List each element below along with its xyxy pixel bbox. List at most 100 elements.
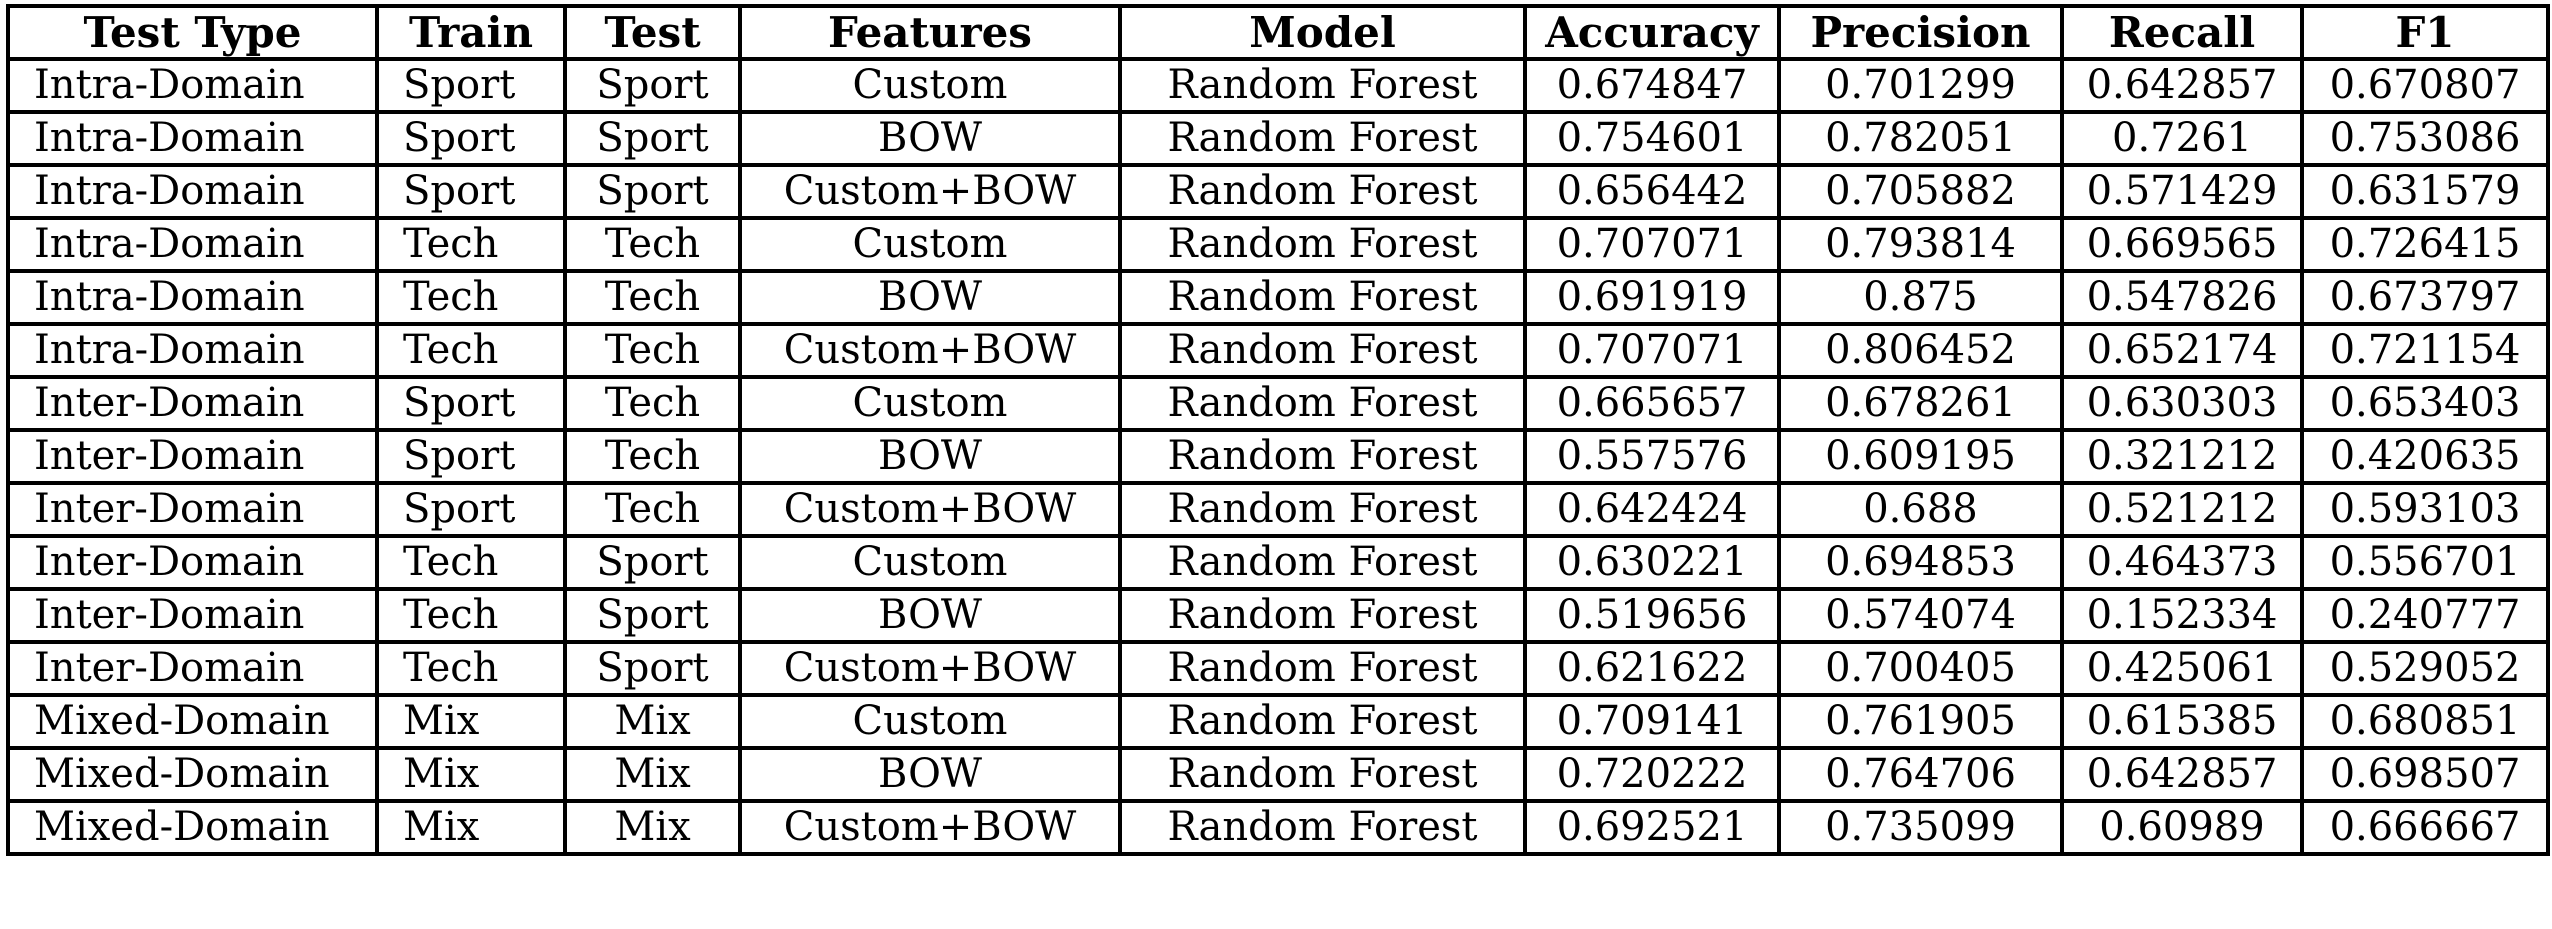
cell-recall: 0.152334	[2060, 587, 2304, 644]
cell-features: Custom+BOW	[738, 322, 1122, 379]
cell-f1: 0.753086	[2300, 110, 2550, 167]
cell-recall: 0.571429	[2060, 163, 2304, 220]
cell-test: Tech	[563, 428, 742, 485]
cell-recall: 0.642857	[2060, 746, 2304, 803]
cell-model: Random Forest	[1118, 163, 1527, 220]
cell-precision: 0.875	[1777, 269, 2064, 326]
header-accuracy: Accuracy	[1523, 4, 1781, 61]
cell-test: Mix	[563, 799, 742, 856]
cell-precision: 0.761905	[1777, 693, 2064, 750]
cell-test: Mix	[563, 746, 742, 803]
cell-accuracy: 0.754601	[1523, 110, 1781, 167]
cell-recall: 0.521212	[2060, 481, 2304, 538]
cell-f1: 0.240777	[2300, 587, 2550, 644]
cell-accuracy: 0.674847	[1523, 57, 1781, 114]
table-row: Mixed-Domain Mix Mix Custom+BOW Random Fores…	[6, 799, 2550, 856]
cell-recall: 0.321212	[2060, 428, 2304, 485]
cell-model: Random Forest	[1118, 746, 1527, 803]
table-row: Intra-Domain Sport Sport Custom Random Fores…	[6, 57, 2550, 114]
cell-accuracy: 0.642424	[1523, 481, 1781, 538]
results-table: Test Type Train Test Features Model Accu…	[6, 4, 2550, 856]
cell-features: Custom+BOW	[738, 163, 1122, 220]
cell-train: Tech	[375, 322, 567, 379]
cell-model: Random Forest	[1118, 587, 1527, 644]
cell-recall: 0.425061	[2060, 640, 2304, 697]
cell-features: BOW	[738, 110, 1122, 167]
cell-test-type: Intra-Domain	[6, 163, 379, 220]
cell-features: Custom	[738, 375, 1122, 432]
cell-model: Random Forest	[1118, 428, 1527, 485]
table-row: Inter-Domain Tech Sport Custom Random Forest…	[6, 534, 2550, 591]
cell-accuracy: 0.656442	[1523, 163, 1781, 220]
header-test-type: Test Type	[6, 4, 379, 61]
header-test: Test	[563, 4, 742, 61]
cell-features: Custom	[738, 216, 1122, 273]
table-row: Inter-Domain Tech Sport BOW Random Forest 0.5…	[6, 587, 2550, 644]
cell-test-type: Inter-Domain	[6, 534, 379, 591]
cell-recall: 0.7261	[2060, 110, 2304, 167]
cell-test: Sport	[563, 534, 742, 591]
cell-train: Sport	[375, 428, 567, 485]
cell-precision: 0.793814	[1777, 216, 2064, 273]
cell-recall: 0.630303	[2060, 375, 2304, 432]
cell-test-type: Intra-Domain	[6, 57, 379, 114]
header-features: Features	[738, 4, 1122, 61]
table-row: Intra-Domain Sport Sport Custom+BOW Random F…	[6, 163, 2550, 220]
cell-recall: 0.615385	[2060, 693, 2304, 750]
cell-model: Random Forest	[1118, 693, 1527, 750]
cell-accuracy: 0.519656	[1523, 587, 1781, 644]
table-body: Intra-Domain Sport Sport Custom Random Fores…	[6, 57, 2550, 856]
table-row: Inter-Domain Sport Tech Custom Random Forest…	[6, 375, 2550, 432]
cell-recall: 0.547826	[2060, 269, 2304, 326]
cell-train: Sport	[375, 375, 567, 432]
cell-accuracy: 0.691919	[1523, 269, 1781, 326]
cell-recall: 0.669565	[2060, 216, 2304, 273]
cell-accuracy: 0.707071	[1523, 216, 1781, 273]
cell-precision: 0.688	[1777, 481, 2064, 538]
cell-test: Sport	[563, 163, 742, 220]
cell-test-type: Intra-Domain	[6, 110, 379, 167]
cell-train: Tech	[375, 534, 567, 591]
cell-train: Tech	[375, 216, 567, 273]
cell-model: Random Forest	[1118, 799, 1527, 856]
table-row: Mixed-Domain Mix Mix BOW Random Forest 0.7202…	[6, 746, 2550, 803]
cell-test-type: Inter-Domain	[6, 428, 379, 485]
cell-model: Random Forest	[1118, 375, 1527, 432]
cell-test-type: Intra-Domain	[6, 322, 379, 379]
cell-precision: 0.735099	[1777, 799, 2064, 856]
table-row: Intra-Domain Tech Tech Custom Random Forest 0…	[6, 216, 2550, 273]
cell-features: BOW	[738, 269, 1122, 326]
cell-train: Tech	[375, 269, 567, 326]
table-row: Intra-Domain Sport Sport BOW Random Forest 0.…	[6, 110, 2550, 167]
cell-precision: 0.678261	[1777, 375, 2064, 432]
cell-test-type: Inter-Domain	[6, 587, 379, 644]
cell-precision: 0.764706	[1777, 746, 2064, 803]
cell-accuracy: 0.709141	[1523, 693, 1781, 750]
cell-precision: 0.609195	[1777, 428, 2064, 485]
table-row: Mixed-Domain Mix Mix Custom Random Forest 0.7…	[6, 693, 2550, 750]
table-row: Inter-Domain Tech Sport Custom+BOW Random Fo…	[6, 640, 2550, 697]
cell-test: Tech	[563, 216, 742, 273]
cell-test: Sport	[563, 57, 742, 114]
cell-precision: 0.700405	[1777, 640, 2064, 697]
cell-train: Mix	[375, 693, 567, 750]
cell-features: BOW	[738, 587, 1122, 644]
cell-train: Tech	[375, 587, 567, 644]
cell-recall: 0.464373	[2060, 534, 2304, 591]
cell-f1: 0.673797	[2300, 269, 2550, 326]
cell-precision: 0.806452	[1777, 322, 2064, 379]
cell-f1: 0.698507	[2300, 746, 2550, 803]
cell-features: Custom+BOW	[738, 481, 1122, 538]
cell-test: Tech	[563, 269, 742, 326]
cell-model: Random Forest	[1118, 110, 1527, 167]
cell-accuracy: 0.720222	[1523, 746, 1781, 803]
cell-f1: 0.653403	[2300, 375, 2550, 432]
cell-model: Random Forest	[1118, 322, 1527, 379]
cell-test-type: Inter-Domain	[6, 481, 379, 538]
cell-f1: 0.631579	[2300, 163, 2550, 220]
table-row: Intra-Domain Tech Tech BOW Random Forest 0.69…	[6, 269, 2550, 326]
cell-train: Tech	[375, 640, 567, 697]
cell-test: Mix	[563, 693, 742, 750]
cell-model: Random Forest	[1118, 481, 1527, 538]
cell-accuracy: 0.707071	[1523, 322, 1781, 379]
